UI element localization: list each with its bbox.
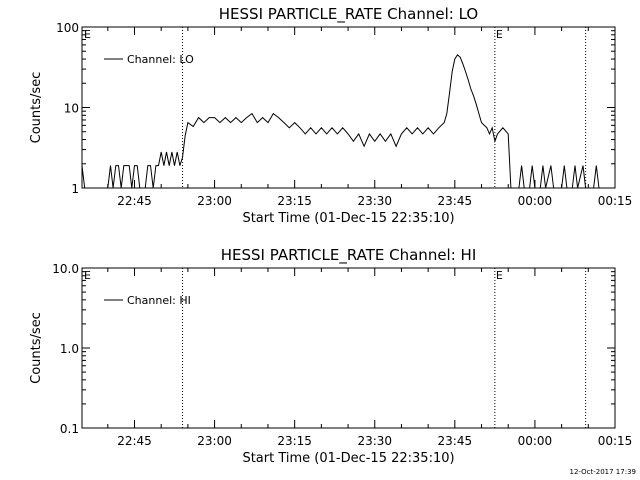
x-axis: 22:45 23:00 23:15 23:30 23:45 00:00 00:15 Start… xyxy=(107,268,633,466)
x-tick-label: 23:30 xyxy=(357,434,392,448)
y-tick-label: 10.0 xyxy=(52,262,79,276)
panel-1: HESSI PARTICLE_RATE Channel: LO 22:45 23:0… xyxy=(29,5,632,226)
legend-entry: Channel: HI xyxy=(127,294,191,307)
event-marker-label: E xyxy=(496,269,503,282)
y-axis-label: Counts/sec xyxy=(29,72,44,144)
y-tick-label: 0.1 xyxy=(60,422,79,436)
y-axis: 1 10 100 Counts/sec xyxy=(29,21,615,196)
x-axis: 22:45 23:00 23:15 23:30 23:45 00:00 00:15 Start… xyxy=(107,27,633,226)
legend: Channel: LO xyxy=(104,53,194,66)
footer-timestamp: 12-Oct-2017 17:39 xyxy=(570,468,636,476)
x-tick-label: 23:45 xyxy=(438,434,473,448)
y-axis: 0.1 1.0 10.0 Counts/sec xyxy=(29,262,615,436)
y-tick-label: 10 xyxy=(64,102,79,116)
x-tick-label: 00:15 xyxy=(598,194,633,208)
x-tick-label: 00:00 xyxy=(518,434,553,448)
x-axis-label: Start Time (01-Dec-15 22:35:10) xyxy=(242,451,454,466)
corner-event-label: E xyxy=(84,28,91,41)
x-tick-label: 00:00 xyxy=(518,194,553,208)
panel-2: HESSI PARTICLE_RATE Channel: HI 22:45 23:0… xyxy=(29,246,632,466)
plot-frame xyxy=(81,267,616,429)
legend: Channel: HI xyxy=(104,294,191,307)
event-marker-label: E xyxy=(496,28,503,41)
x-tick-label: 23:15 xyxy=(277,194,312,208)
corner-event-label: E xyxy=(84,269,91,282)
x-tick-label: 22:45 xyxy=(117,194,152,208)
x-tick-label: 23:00 xyxy=(197,434,232,448)
y-axis-label: Counts/sec xyxy=(29,312,44,384)
y-tick-label: 100 xyxy=(56,21,79,35)
x-tick-label: 23:15 xyxy=(277,434,312,448)
x-tick-label: 23:30 xyxy=(357,194,392,208)
x-tick-label: 22:45 xyxy=(117,434,152,448)
plot-frame xyxy=(81,26,616,189)
y-tick-label: 1.0 xyxy=(60,342,79,356)
x-axis-label: Start Time (01-Dec-15 22:35:10) xyxy=(242,211,454,226)
x-tick-label: 23:00 xyxy=(197,194,232,208)
y-tick-label: 1 xyxy=(71,182,79,196)
x-tick-label: 00:15 xyxy=(598,434,633,448)
legend-entry: Channel: LO xyxy=(127,53,194,66)
series-line xyxy=(81,54,600,189)
x-tick-label: 23:45 xyxy=(438,194,473,208)
chart-title: HESSI PARTICLE_RATE Channel: LO xyxy=(219,5,478,24)
chart-title: HESSI PARTICLE_RATE Channel: HI xyxy=(221,246,477,265)
